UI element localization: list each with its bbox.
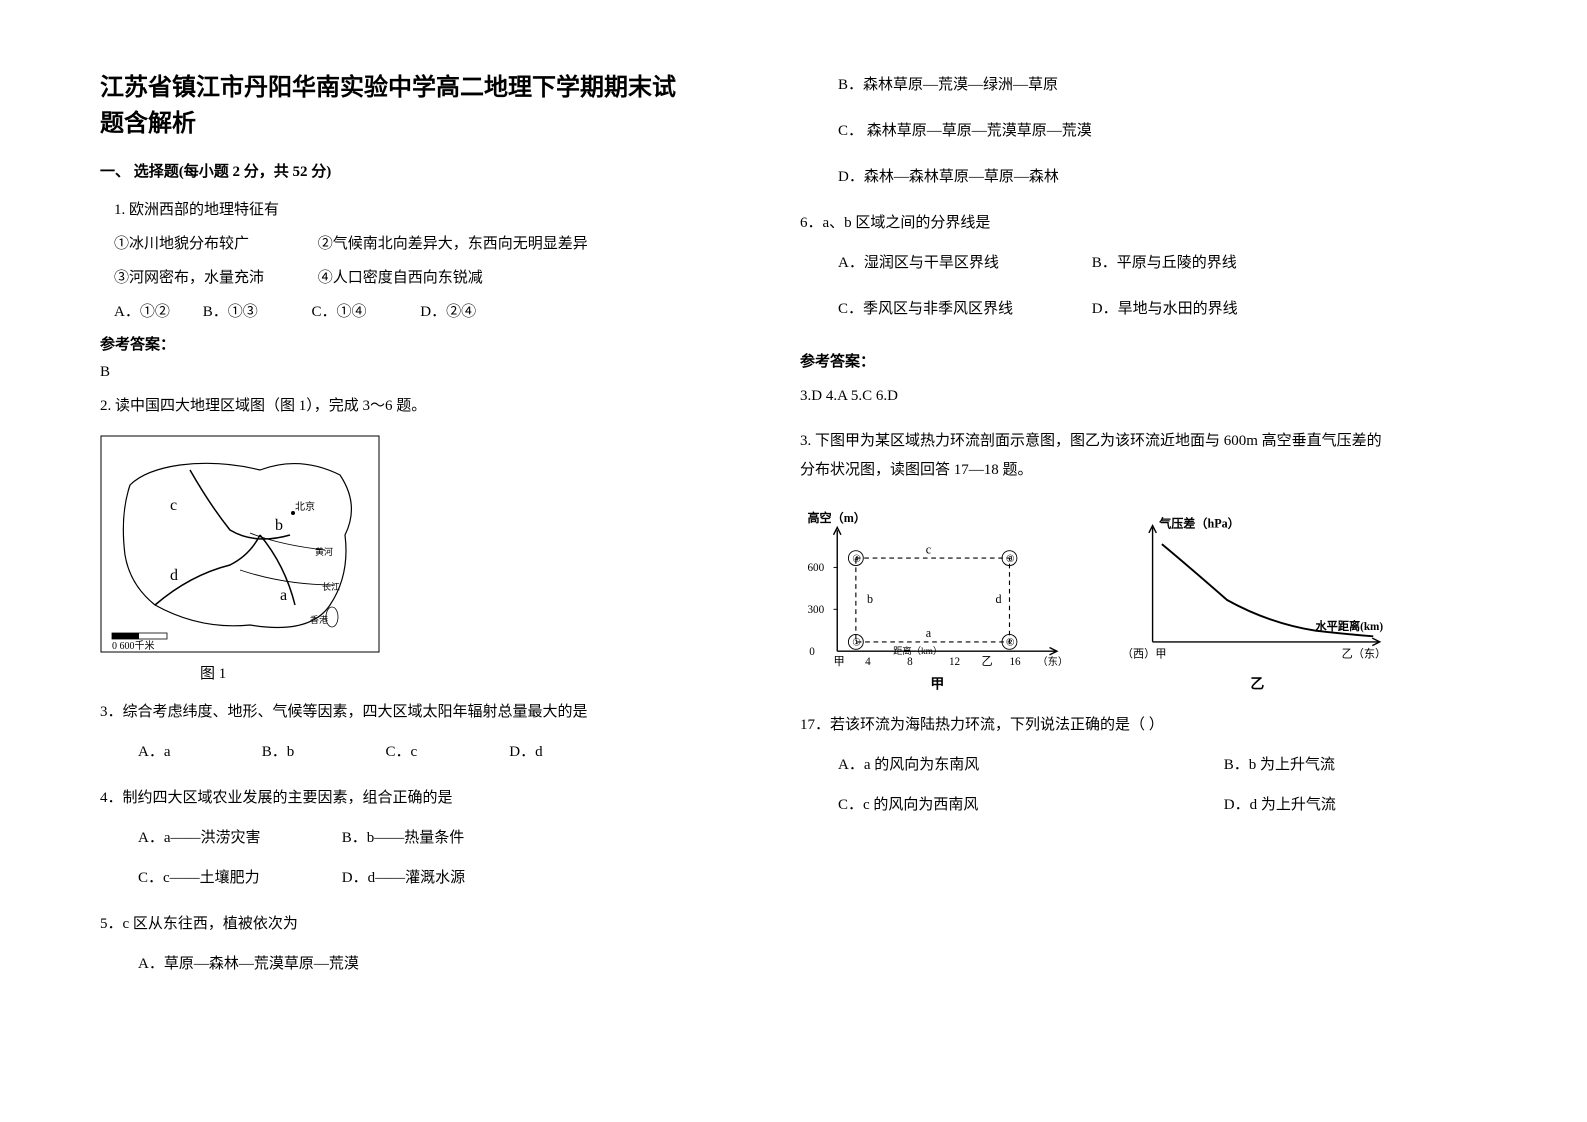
svg-text:12: 12 (949, 656, 960, 668)
svg-text:a: a (926, 626, 932, 640)
q1-opt3: ③河网密布，水量充沛 (114, 263, 314, 293)
q6-c: C．季风区与非季风区界线 (838, 294, 1088, 324)
q17-d: D．d 为上升气流 (1224, 797, 1336, 813)
q5-stem: 5．c 区从东往西，植被依次为 (100, 909, 690, 939)
svg-text:600: 600 (807, 562, 824, 574)
figure-2-right: 气压差（hPa） 水平距离(km) （西）甲 乙（东） 乙 (1120, 500, 1390, 700)
reference-answer-label-2: 参考答案： (800, 350, 1390, 371)
q3-a: A．a (138, 737, 258, 767)
svg-text:④: ④ (852, 554, 861, 565)
svg-text:③: ③ (1006, 554, 1015, 565)
q5-c: C． 森林草原—草原—荒漠草原—荒漠 (800, 116, 1390, 146)
q1-options-row-2: ③河网密布，水量充沛 ④人口密度自西向东锐减 (100, 263, 690, 293)
map-label-d: d (170, 567, 178, 584)
map-label-beijing: 北京 (295, 500, 315, 513)
map-label-b: b (275, 517, 283, 534)
q5-a: A．草原—森林—荒漠草原—荒漠 (100, 949, 690, 979)
q17-row2: C．c 的风向为西南风 D．d 为上升气流 (800, 790, 1390, 820)
q6-stem: 6．a、b 区域之间的分界线是 (800, 208, 1390, 238)
q17-row1: A．a 的风向为东南风 B．b 为上升气流 (800, 750, 1390, 780)
svg-text:（东）: （东） (1037, 655, 1068, 668)
q4-c: C．c——土壤肥力 (138, 863, 338, 893)
q6-row1: A．湿润区与干旱区界线 B．平原与丘陵的界线 (800, 248, 1390, 278)
q6-row2: C．季风区与非季风区界线 D．旱地与水田的界线 (800, 294, 1390, 324)
left-column: 江苏省镇江市丹阳华南实验中学高二地理下学期期末试题含解析 一、 选择题(每小题 … (100, 70, 690, 983)
svg-text:b: b (867, 592, 873, 606)
q17-stem: 17．若该环流为海陆热力环流，下列说法正确的是（ ） (800, 710, 1390, 740)
ans-3-6: 3.D 4.A 5.C 6.D (800, 381, 1390, 411)
q1-choice-b: B．①③ (203, 297, 308, 327)
q4-row2: C．c——土壤肥力 D．d——灌溉水源 (100, 863, 690, 893)
figure-2-row: 高空（m） 0 300 600 ① ② ③ ④ (800, 500, 1390, 700)
q3-stem: 3．综合考虑纬度、地形、气候等因素，四大区域太阳年辐射总量最大的是 (100, 697, 690, 727)
right-column: B．森林草原—荒漠—绿洲—草原 C． 森林草原—草原—荒漠草原—荒漠 D．森林—… (800, 70, 1390, 983)
svg-text:8: 8 (907, 656, 913, 668)
exam-title: 江苏省镇江市丹阳华南实验中学高二地理下学期期末试题含解析 (100, 70, 690, 142)
svg-text:乙（东）: 乙（东） (1342, 648, 1387, 661)
fig2r-xlabel: 水平距离(km) (1316, 619, 1384, 633)
svg-text:d: d (996, 592, 1002, 606)
map-label-huanghe: 黄河 (315, 546, 333, 557)
q3-c: C．c (386, 737, 506, 767)
svg-text:甲: 甲 (834, 656, 845, 668)
q17-b: B．b 为上升气流 (1224, 757, 1335, 773)
q1-choice-a: A．①② (114, 297, 199, 327)
map-label-a: a (280, 587, 287, 604)
q1-opt4: ④人口密度自西向东锐减 (318, 270, 483, 286)
svg-text:300: 300 (807, 604, 824, 616)
q5-d: D．森林—森林草原—草原—森林 (800, 162, 1390, 192)
q17-c: C．c 的风向为西南风 (800, 790, 1220, 820)
q3-choices: A．a B．b C．c D．d (100, 737, 690, 767)
map-label-hk: 香港 (310, 614, 328, 625)
map-label-c: c (170, 497, 177, 514)
q4-d: D．d——灌溉水源 (342, 870, 465, 886)
svg-text:乙: 乙 (982, 655, 993, 668)
section-1-heading: 一、 选择题(每小题 2 分，共 52 分) (100, 160, 690, 181)
q3-b: B．b (262, 737, 382, 767)
q4-stem: 4．制约四大区域农业发展的主要因素，组合正确的是 (100, 783, 690, 813)
fig2r-ylabel: 气压差（hPa） (1158, 515, 1240, 530)
q1-opt2: ②气候南北向差异大，东西向无明显差异 (318, 236, 588, 252)
q4-row1: A．a——洪涝灾害 B．b——热量条件 (100, 823, 690, 853)
q5-b: B．森林草原—荒漠—绿洲—草原 (800, 70, 1390, 100)
q2-stem: 2. 读中国四大地理区域图（图 1），完成 3～6 题。 (100, 391, 690, 421)
fig2l-caption: 甲 (930, 676, 944, 692)
q1-choice-d: D．②④ (420, 304, 476, 320)
q3-d: D．d (509, 744, 542, 760)
figure-1-caption: 图 1 (100, 662, 690, 683)
q1-options-row-1: ①冰川地貌分布较广 ②气候南北向差异大，东西向无明显差异 (100, 229, 690, 259)
svg-text:c: c (926, 542, 931, 556)
fig2l-ylabel: 高空（m） (807, 510, 865, 525)
reference-answer-label-1: 参考答案： (100, 333, 690, 354)
svg-text:0: 0 (809, 646, 815, 658)
svg-text:16: 16 (1009, 656, 1021, 668)
svg-text:（西）甲: （西）甲 (1122, 648, 1167, 661)
map-scale-label: 0 600千米 (112, 639, 155, 652)
svg-text:距离（km）: 距离（km） (893, 645, 942, 657)
q4-b: B．b——热量条件 (342, 830, 465, 846)
q6-d: D．旱地与水田的界线 (1092, 301, 1238, 317)
q1-opt1: ①冰川地貌分布较广 (114, 229, 314, 259)
q1-answer: B (100, 364, 690, 381)
map-label-changjiang: 长江 (322, 581, 340, 592)
q1-choices: A．①② B．①③ C．①④ D．②④ (100, 297, 690, 327)
fig2r-caption: 乙 (1250, 676, 1264, 692)
figure-1-china-map: c d b a 北京 黄河 长江 香港 0 600千米 (100, 435, 690, 658)
figure-2-left: 高空（m） 0 300 600 ① ② ③ ④ (800, 500, 1070, 700)
q6-a: A．湿润区与干旱区界线 (838, 248, 1088, 278)
svg-text:4: 4 (865, 656, 871, 668)
q3x-stem: 3. 下图甲为某区域热力环流剖面示意图，图乙为该环流近地面与 600m 高空垂直… (800, 427, 1390, 484)
q1-choice-c: C．①④ (312, 297, 417, 327)
svg-text:②: ② (1006, 638, 1015, 649)
q17-a: A．a 的风向为东南风 (800, 750, 1220, 780)
q1-stem: 1. 欧洲西部的地理特征有 (100, 195, 690, 225)
q4-a: A．a——洪涝灾害 (138, 823, 338, 853)
q6-b: B．平原与丘陵的界线 (1092, 255, 1237, 271)
svg-text:①: ① (852, 638, 861, 649)
